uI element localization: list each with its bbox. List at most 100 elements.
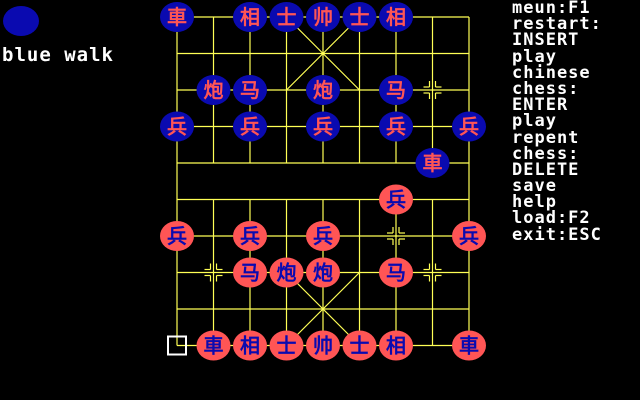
- red-soldier-piece[interactable]: 兵: [160, 221, 194, 251]
- piece-label: 車: [204, 334, 224, 358]
- help-menu: meun:F1 restart: INSERT play chinese chess: EN…: [512, 0, 640, 243]
- piece-disc: [196, 330, 231, 361]
- palace-diagonal: [286, 16, 360, 91]
- help-line: play: [512, 111, 557, 132]
- blue-horse-piece[interactable]: 马: [379, 75, 413, 105]
- red-horse-piece[interactable]: 马: [379, 257, 413, 288]
- piece-label: 士: [277, 5, 297, 29]
- piece-disc: [160, 221, 194, 251]
- piece-disc: [269, 2, 304, 32]
- help-line: chess:: [512, 143, 580, 164]
- piece-disc: [233, 257, 267, 288]
- blue-elephant-piece[interactable]: 相: [379, 2, 413, 32]
- help-line: chinese: [512, 62, 591, 83]
- piece-disc: [379, 330, 413, 361]
- piece-disc: [306, 257, 340, 288]
- piece-label: 兵: [167, 224, 187, 248]
- piece-disc: [415, 148, 450, 178]
- red-advisor-piece[interactable]: 士: [342, 330, 377, 361]
- piece-label: 兵: [459, 115, 479, 139]
- help-line: ENTER: [512, 95, 569, 116]
- piece-disc: [379, 257, 413, 288]
- blue-soldier-piece[interactable]: 兵: [379, 111, 413, 142]
- blue-soldier-piece[interactable]: 兵: [160, 111, 194, 142]
- red-general-piece[interactable]: 帅: [306, 330, 340, 361]
- piece-label: 車: [459, 334, 479, 358]
- red-advisor-piece[interactable]: 士: [269, 330, 304, 361]
- piece-disc: [342, 330, 377, 361]
- red-elephant-piece[interactable]: 相: [233, 330, 267, 361]
- piece-disc: [452, 330, 486, 361]
- piece-disc: [379, 184, 413, 215]
- piece-label: 炮: [204, 78, 224, 102]
- blue-soldier-piece[interactable]: 兵: [306, 111, 340, 142]
- piece-disc: [306, 111, 340, 142]
- piece-label: 帅: [313, 334, 333, 358]
- piece-label: 兵: [459, 224, 479, 248]
- piece-disc: [160, 111, 194, 142]
- blue-chariot-piece[interactable]: 車: [160, 2, 194, 32]
- blue-cannon-piece[interactable]: 炮: [306, 75, 340, 105]
- piece-disc: [379, 75, 413, 105]
- piece-disc: [379, 2, 413, 32]
- piece-label: 炮: [313, 78, 333, 102]
- palace-diagonal: [286, 272, 360, 346]
- red-chariot-piece[interactable]: 車: [452, 330, 486, 361]
- help-line: help: [512, 192, 557, 213]
- red-soldier-piece[interactable]: 兵: [306, 221, 340, 251]
- help-line: play: [512, 46, 557, 67]
- blue-soldier-piece[interactable]: 兵: [233, 111, 267, 142]
- piece-label: 相: [240, 5, 260, 29]
- red-soldier-piece[interactable]: 兵: [233, 221, 267, 251]
- help-line: INSERT: [512, 30, 580, 51]
- blue-chariot-piece[interactable]: 車: [415, 148, 450, 178]
- piece-disc: [306, 330, 340, 361]
- blue-cannon-piece[interactable]: 炮: [196, 75, 231, 105]
- help-line: chess:: [512, 78, 580, 99]
- piece-disc: [269, 257, 304, 288]
- blue-horse-piece[interactable]: 马: [233, 75, 267, 105]
- piece-label: 马: [240, 78, 260, 102]
- piece-disc: [233, 75, 267, 105]
- piece-label: 兵: [313, 224, 333, 248]
- help-line: repent: [512, 127, 580, 148]
- blue-elephant-piece[interactable]: 相: [233, 2, 267, 32]
- blue-advisor-piece[interactable]: 士: [269, 2, 304, 32]
- piece-label: 兵: [240, 224, 260, 248]
- red-soldier-piece[interactable]: 兵: [452, 221, 486, 251]
- piece-label: 兵: [240, 115, 260, 139]
- piece-label: 马: [386, 78, 406, 102]
- blue-advisor-piece[interactable]: 士: [342, 2, 377, 32]
- red-cannon-piece[interactable]: 炮: [269, 257, 304, 288]
- blue-soldier-piece[interactable]: 兵: [452, 111, 486, 142]
- piece-disc: [233, 111, 267, 142]
- piece-disc: [379, 111, 413, 142]
- help-line: restart:: [512, 14, 602, 35]
- red-chariot-piece[interactable]: 車: [196, 330, 231, 361]
- piece-disc: [452, 111, 486, 142]
- piece-label: 炮: [313, 261, 333, 285]
- piece-label: 士: [350, 5, 370, 29]
- red-soldier-piece[interactable]: 兵: [379, 184, 413, 215]
- blue-general-piece[interactable]: 帅: [306, 2, 340, 32]
- piece-disc: [233, 221, 267, 251]
- help-line: meun:F1: [512, 0, 591, 18]
- piece-disc: [306, 75, 340, 105]
- help-line: DELETE: [512, 159, 580, 180]
- piece-disc: [160, 2, 194, 32]
- piece-disc: [342, 2, 377, 32]
- piece-label: 兵: [313, 115, 333, 139]
- piece-label: 車: [423, 151, 443, 175]
- red-horse-piece[interactable]: 马: [233, 257, 267, 288]
- help-line: load:F2: [512, 208, 591, 229]
- piece-label: 車: [167, 5, 187, 29]
- piece-disc: [233, 2, 267, 32]
- piece-label: 士: [350, 334, 370, 358]
- red-elephant-piece[interactable]: 相: [379, 330, 413, 361]
- piece-label: 马: [240, 261, 260, 285]
- red-cannon-piece[interactable]: 炮: [306, 257, 340, 288]
- piece-label: 兵: [167, 115, 187, 139]
- piece-label: 相: [386, 334, 406, 358]
